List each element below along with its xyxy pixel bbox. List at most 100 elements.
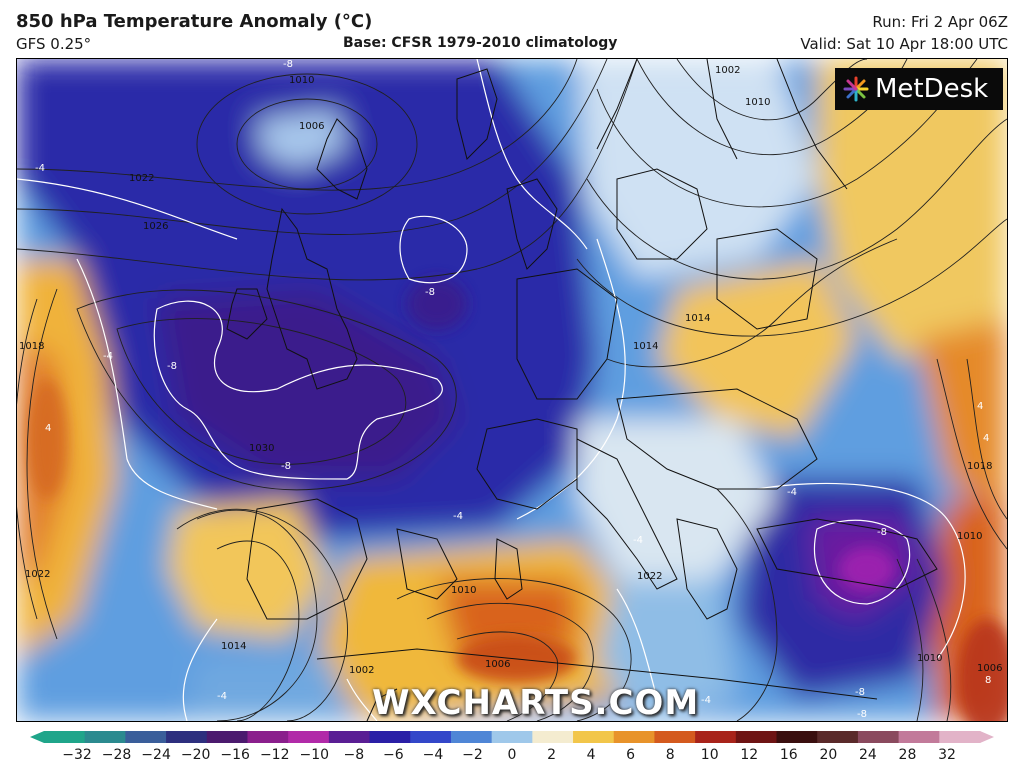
colorbar-swatch bbox=[573, 731, 615, 743]
anomaly-label: -8 bbox=[425, 287, 435, 298]
colorbar-swatch bbox=[369, 731, 411, 743]
anomaly-label: 4 bbox=[977, 401, 983, 412]
anomaly-label: 4 bbox=[983, 433, 989, 444]
isobar-label: 1026 bbox=[143, 221, 168, 232]
anomaly-label: -4 bbox=[453, 511, 463, 522]
colorbar-swatch bbox=[206, 731, 248, 743]
anomaly-label: 4 bbox=[45, 423, 51, 434]
colorbar-tick-label: 2 bbox=[547, 747, 556, 763]
isobar-label: 1018 bbox=[19, 341, 44, 352]
anomaly-label: -4 bbox=[217, 691, 227, 702]
anomaly-label: -4 bbox=[35, 163, 45, 174]
coastlines bbox=[226, 59, 938, 721]
colorbar-tick-label: 10 bbox=[700, 747, 719, 763]
colorbar bbox=[30, 731, 994, 743]
isobar-label: 1010 bbox=[289, 75, 314, 86]
isobar-label: 1030 bbox=[249, 443, 274, 454]
colorbar-swatch bbox=[247, 731, 289, 743]
valid-time-label: Valid: Sat 10 Apr 18:00 UTC bbox=[800, 35, 1008, 53]
colorbar-tick-label: −24 bbox=[141, 747, 171, 763]
colorbar-swatch bbox=[654, 731, 696, 743]
colorbar-swatch bbox=[328, 731, 371, 743]
anomaly-field bbox=[17, 59, 1007, 721]
anomaly-label: -8 bbox=[877, 527, 887, 538]
colorbar-tick-label: −12 bbox=[259, 747, 290, 763]
colorbar-swatch bbox=[491, 731, 533, 743]
isobar-label: 1010 bbox=[957, 531, 982, 542]
colorbar-swatch bbox=[450, 731, 493, 743]
climatology-base-label: Base: CFSR 1979-2010 climatology bbox=[343, 35, 618, 51]
colorbar-swatch bbox=[857, 731, 900, 743]
isobar-label: 1002 bbox=[349, 665, 374, 676]
run-time-label: Run: Fri 2 Apr 06Z bbox=[872, 13, 1008, 31]
anomaly-label: 8 bbox=[985, 675, 991, 686]
colorbar-tick-label: 32 bbox=[938, 747, 956, 763]
isobar-label: 1014 bbox=[221, 641, 246, 652]
colorbar-tick-label: 12 bbox=[740, 747, 759, 763]
colorbar-swatch bbox=[44, 731, 86, 743]
colorbar-tick-label: 4 bbox=[586, 747, 596, 763]
colorbar-swatch bbox=[532, 731, 574, 743]
colorbar-extend-high bbox=[980, 731, 994, 743]
colorbar-tick-label: −6 bbox=[383, 747, 404, 763]
colorbar-tick-label: 20 bbox=[819, 747, 838, 763]
colorbar-swatch bbox=[776, 731, 818, 743]
model-label: GFS 0.25° bbox=[16, 35, 92, 53]
colorbar-swatch bbox=[735, 731, 778, 743]
isobar-label: 1010 bbox=[917, 653, 942, 664]
chart-title: 850 hPa Temperature Anomaly (°C) bbox=[16, 11, 373, 32]
anomaly-label: -4 bbox=[103, 351, 113, 362]
isobar-label: 1022 bbox=[129, 173, 154, 184]
isobar-label: 1022 bbox=[25, 569, 50, 580]
colorbar-swatch bbox=[695, 731, 737, 743]
anomaly-label: -8 bbox=[857, 709, 867, 720]
anomaly-label: -4 bbox=[701, 695, 711, 706]
metdesk-logo: MetDesk bbox=[835, 68, 1003, 110]
colorbar-tick-label: 28 bbox=[898, 747, 917, 763]
anomaly-label: -8 bbox=[283, 59, 293, 70]
anomaly-label: -4 bbox=[787, 487, 797, 498]
isobar-label-group: 1002 1006 1010 1022 1026 1030 1014 1014 … bbox=[19, 65, 1002, 676]
colorbar-swatch bbox=[817, 731, 859, 743]
colorbar-tick-label: 0 bbox=[507, 747, 517, 763]
anomaly-label: -8 bbox=[167, 361, 177, 372]
colorbar-swatch bbox=[288, 731, 330, 743]
wxcharts-watermark: WXCHARTS.COM bbox=[372, 683, 700, 722]
anomaly-map: 1002 1006 1010 1022 1026 1030 1014 1014 … bbox=[16, 58, 1008, 722]
anomaly-label-group: -8 -4 -8 -8 -8 -4 -8 -4 4 -4 4 -4 -8 -8 … bbox=[35, 59, 991, 720]
colorbar-swatch bbox=[410, 731, 452, 743]
colorbar-swatch bbox=[84, 731, 126, 743]
metdesk-logo-icon bbox=[843, 76, 869, 102]
colorbar-tick-label: −20 bbox=[180, 747, 211, 763]
colorbar-swatch bbox=[898, 731, 940, 743]
map-canvas: 1002 1006 1010 1022 1026 1030 1014 1014 … bbox=[17, 59, 1007, 721]
colorbar-tick-label: −4 bbox=[422, 747, 444, 763]
colorbar-swatch bbox=[613, 731, 655, 743]
colorbar-tick-label: −32 bbox=[62, 747, 92, 763]
colorbar-tick-label: −28 bbox=[101, 747, 132, 763]
colorbar-tick-label: −16 bbox=[220, 747, 250, 763]
colorbar-tick-label: 6 bbox=[626, 747, 636, 763]
colorbar-tick-label: 16 bbox=[779, 747, 798, 763]
colorbar-swatches bbox=[30, 731, 994, 743]
colorbar-tick-labels: −32 −28 −24 −20 −16 −12 −10 −8 −6 −4 −2 0 2 4 6 8 10 12 16… bbox=[0, 747, 1024, 767]
anomaly-label: -8 bbox=[855, 687, 865, 698]
metdesk-logo-text: MetDesk bbox=[875, 74, 989, 104]
colorbar-tick-label: −2 bbox=[462, 747, 483, 763]
anomaly-label: -8 bbox=[281, 461, 291, 472]
isobar-label: 1006 bbox=[977, 663, 1002, 674]
isobar-label: 1006 bbox=[299, 121, 324, 132]
isobar-label: 1010 bbox=[451, 585, 476, 596]
colorbar-tick-label: 8 bbox=[665, 747, 675, 763]
colorbar-swatch bbox=[166, 731, 208, 743]
colorbar-tick-label: −10 bbox=[299, 747, 330, 763]
isobar-label: 1022 bbox=[637, 571, 662, 582]
isobar-label: 1002 bbox=[715, 65, 740, 76]
colorbar-swatch bbox=[125, 731, 167, 743]
isobar-label: 1014 bbox=[633, 341, 658, 352]
isobar-label: 1014 bbox=[685, 313, 710, 324]
colorbar-extend-low bbox=[30, 731, 44, 743]
colorbar-tick-label: 24 bbox=[858, 747, 877, 763]
anomaly-contours bbox=[17, 59, 966, 721]
isobar-label: 1006 bbox=[485, 659, 510, 670]
